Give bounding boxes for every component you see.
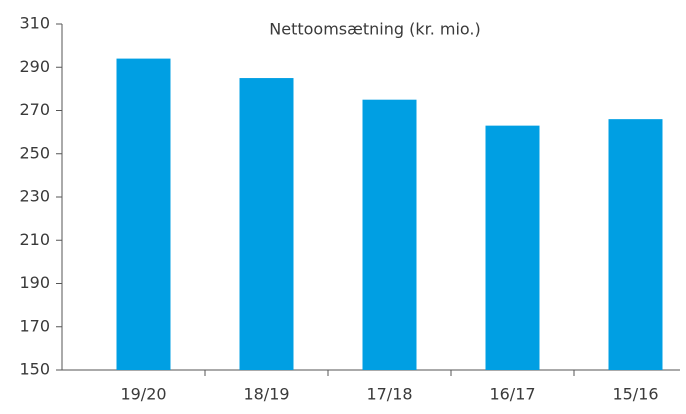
y-tick-label: 310 bbox=[19, 14, 50, 33]
y-tick-label: 210 bbox=[19, 230, 50, 249]
y-tick-label: 230 bbox=[19, 187, 50, 206]
chart-title: Nettoomsætning (kr. mio.) bbox=[269, 20, 480, 39]
bar bbox=[485, 125, 540, 370]
bar bbox=[116, 58, 171, 370]
y-tick-label: 290 bbox=[19, 57, 50, 76]
x-tick-label: 16/17 bbox=[489, 385, 535, 404]
y-tick-label: 190 bbox=[19, 273, 50, 292]
y-tick-label: 170 bbox=[19, 316, 50, 335]
bar bbox=[362, 99, 417, 370]
y-tick-label: 270 bbox=[19, 100, 50, 119]
x-tick-label: 15/16 bbox=[612, 385, 658, 404]
y-tick-label: 250 bbox=[19, 143, 50, 162]
x-tick-label: 18/19 bbox=[243, 385, 289, 404]
x-tick-label: 19/20 bbox=[120, 385, 166, 404]
bar bbox=[239, 78, 294, 370]
x-tick-label: 17/18 bbox=[366, 385, 412, 404]
bar bbox=[608, 119, 663, 371]
y-tick-label: 150 bbox=[19, 360, 50, 379]
